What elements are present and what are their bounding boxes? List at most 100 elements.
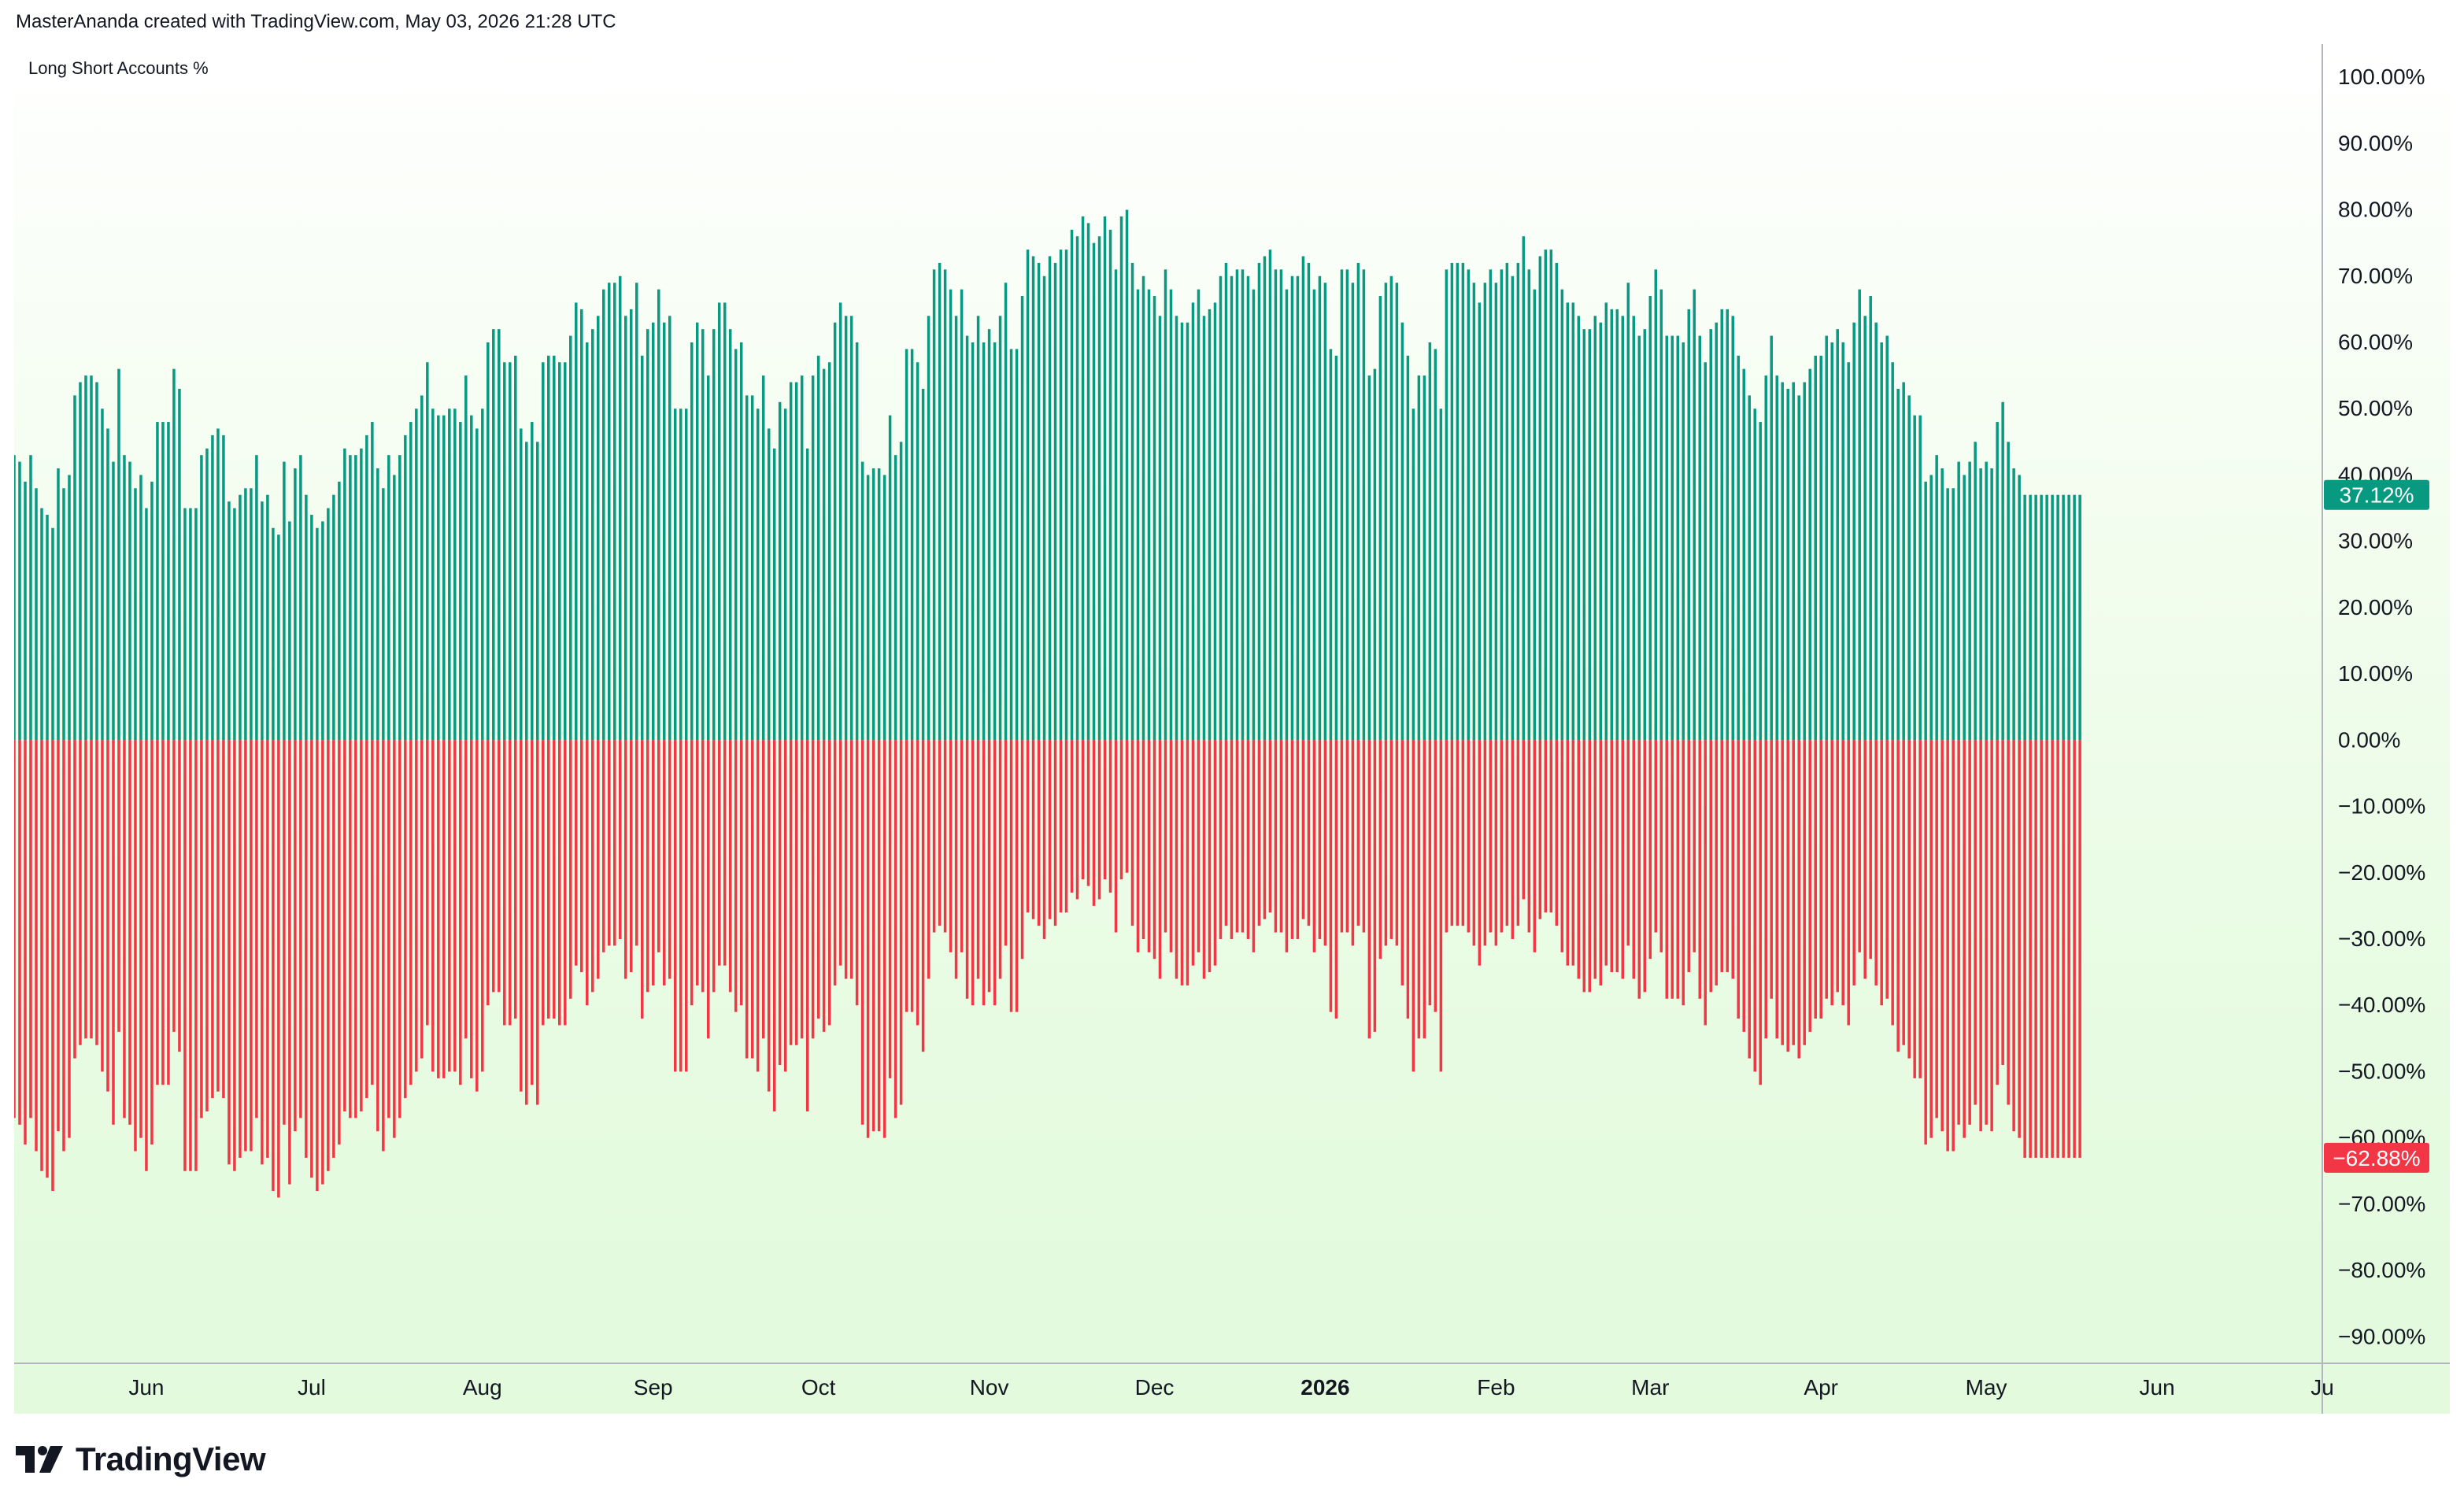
short-bar [938,740,942,926]
time-axis[interactable]: Jun Jul Aug Sep Oct Nov Dec 2026 Feb Mar Apr May Jun… [14,1363,2450,1400]
x-tick-label: Apr [1804,1375,1838,1400]
short-bar [1489,740,1493,933]
short-bar [1704,740,1707,1026]
short-bar [426,740,429,1026]
short-bar [1439,740,1443,1072]
short-bar [998,740,1002,979]
x-tick-label: Ju [2310,1375,2334,1400]
x-tick-label: Jun [2140,1375,2175,1400]
short-bar [536,740,539,1105]
long-bar [1367,375,1371,741]
long-bar [1858,289,1861,741]
long-bar [932,269,936,741]
short-bar [1896,740,1900,1052]
short-bar [1957,740,1960,1125]
short-bar [1086,740,1090,886]
long-bar [673,409,677,741]
short-bar [690,740,694,1006]
long-bar [365,434,368,741]
long-bar [1527,269,1531,741]
short-bar [14,740,16,1119]
short-bar [618,740,622,939]
short-bar [542,740,545,1026]
short-bar [481,740,484,1072]
long-bar [90,375,93,741]
long-bar [960,289,964,741]
short-bar [1340,740,1344,933]
short-bar [183,740,187,1171]
long-bar [294,468,297,741]
short-bar [200,740,203,1119]
short-bar [827,740,831,1026]
short-bar [646,740,649,993]
long-bar [1020,296,1024,741]
long-bar [1417,375,1421,741]
long-short-chart[interactable]: Long Short Accounts % 100.00% 90.00% 80.00… [14,44,2450,1414]
long-bar [982,342,986,741]
x-tick-label: Dec [1135,1375,1175,1400]
last-long-tag-text: 37.12% [2340,483,2414,508]
short-bar [475,740,479,1092]
long-bar [1141,275,1145,741]
short-bar [404,740,407,1099]
long-bar [1952,488,1955,741]
long-bar [316,527,319,741]
chart-area[interactable]: Long Short Accounts % 100.00% 90.00% 80.00… [14,44,2450,1414]
y-tick-label: 0.00% [2338,727,2400,752]
long-bar [1913,415,1916,741]
short-bar [717,740,721,966]
long-bar [1130,262,1134,741]
long-bar [1136,289,1140,741]
short-bar [354,740,357,1119]
short-bar [1566,740,1570,966]
long-bar [1544,250,1548,741]
short-bar [1781,740,1784,1045]
short-bar [1494,740,1498,946]
short-bar [893,740,897,1119]
long-bar [701,329,705,741]
short-bar [1411,740,1415,1072]
long-bar [112,461,115,741]
long-bar [1659,289,1663,741]
long-bar [827,362,831,741]
short-bar [250,740,253,1152]
long-bar [1566,302,1570,741]
long-bar [634,283,638,741]
long-bar [1219,275,1223,741]
short-bar [1979,740,1982,1132]
long-bar [46,514,49,741]
long-bar [1070,229,1074,741]
price-axis[interactable]: 100.00%90.00%80.00%70.00%60.00%50.00%40.… [2322,44,2425,1414]
short-bar [161,740,165,1085]
long-bar [1285,289,1289,741]
short-bar [1682,740,1685,1006]
short-bar [172,740,176,1032]
long-bar [205,448,209,741]
tradingview-logo[interactable]: TradingView [16,1440,266,1478]
short-bar [117,740,120,1032]
short-bar [178,740,181,1052]
short-bar [640,740,644,1019]
short-bar [1279,740,1283,933]
short-bar [239,740,242,1158]
long-bar [1472,283,1476,741]
long-bar [1175,316,1178,741]
short-bar [899,740,903,1105]
short-bar [1555,740,1559,926]
long-bar [68,475,71,741]
long-bar [1241,269,1245,741]
long-bar [1825,335,1828,741]
short-bar [597,740,600,979]
short-bar [1527,740,1531,933]
short-bar [1263,740,1267,919]
short-bar [1654,740,1658,933]
long-bars [14,209,2081,741]
long-bar [382,488,385,741]
short-bar [927,740,930,979]
long-bar [772,448,776,741]
long-bar [1312,289,1316,741]
short-bar [558,740,561,1026]
short-bar [57,740,60,1132]
short-bar [1004,740,1008,946]
long-bar [1434,349,1437,741]
